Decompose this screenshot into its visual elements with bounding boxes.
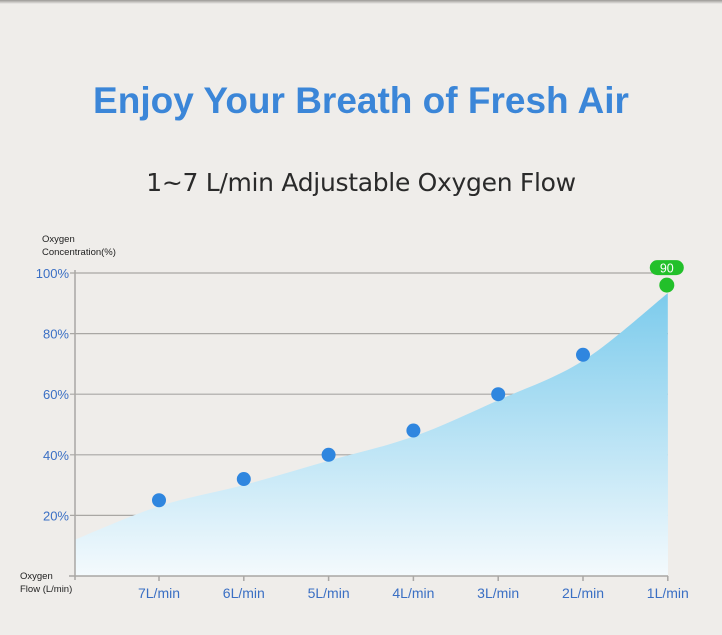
y-tick-label: 40% [43,448,69,463]
area-fill [75,293,668,576]
data-point [236,472,251,487]
y-tick-label: 80% [43,327,69,342]
x-tick-label: 6L/min [223,585,265,601]
y-tick-label: 20% [43,508,69,523]
value-badge [649,260,684,276]
x-axis-title: Flow (L/min) [20,584,72,595]
x-tick-label: 7L/min [138,585,180,601]
top-edge [0,0,722,4]
data-point [491,387,506,402]
x-tick-label: 4L/min [392,585,434,601]
page-title: Enjoy Your Breath of Fresh Air [93,80,629,121]
x-tick-label: 5L/min [308,585,350,601]
y-tick-label: 60% [43,387,69,402]
y-axis-title: Oxygen [42,234,75,245]
data-point [152,493,166,508]
x-tick-label: 2L/min [562,585,604,601]
page-subtitle: 1~7 L/min Adjustable Oxygen Flow [146,168,576,197]
data-point [576,347,590,362]
data-point [406,423,421,438]
data-point [321,447,336,462]
y-axis-title: Concentration(%) [42,247,116,258]
x-tick-label: 1L/min [647,585,689,601]
x-tick-label: 3L/min [477,585,519,601]
y-tick-label: 100% [36,266,70,281]
value-badge-label: 90 [660,262,674,276]
data-point [659,277,675,293]
x-axis-title: Oxygen [20,571,53,582]
